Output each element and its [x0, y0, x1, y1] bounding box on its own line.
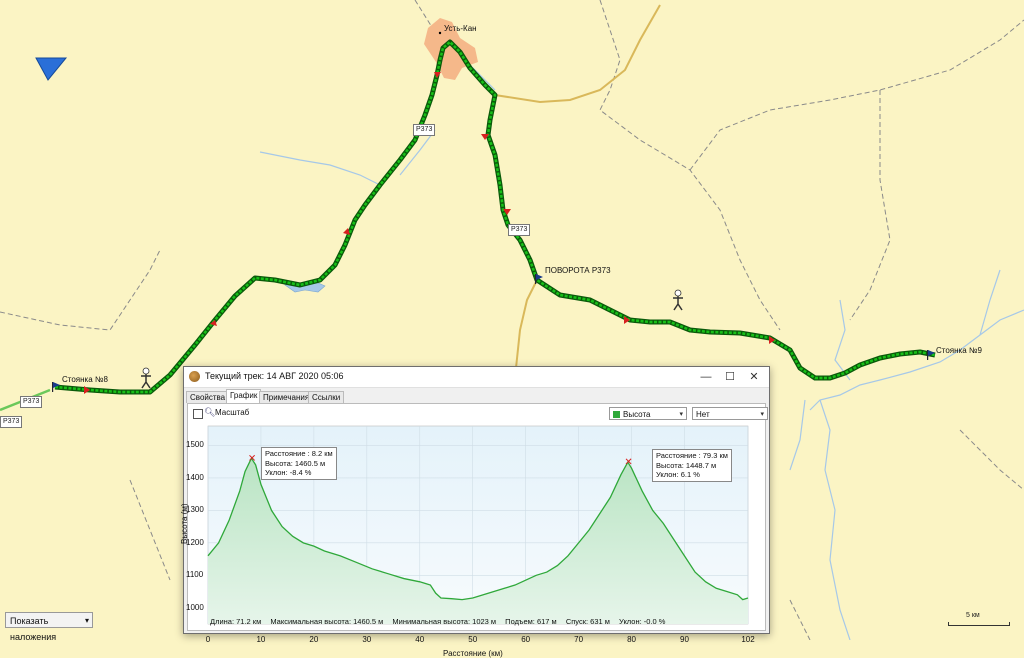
series-swatch [613, 411, 620, 418]
stat-min: Минимальная высота: 1023 м [392, 617, 497, 626]
elevation-area [208, 458, 748, 624]
dialog-title: Текущий трек: 14 АВГ 2020 05:06 [205, 371, 344, 381]
tab-links[interactable]: Ссылки [308, 391, 345, 403]
scale-checkbox[interactable] [193, 409, 203, 419]
callout-slope: Уклон: 6.1 % [656, 470, 700, 479]
dialog-titlebar[interactable]: Текущий трек: 14 АВГ 2020 05:06 — ☐ ✕ [184, 367, 769, 388]
show-overlays-dropdown[interactable]: Показать наложения ▾ [5, 612, 93, 642]
y-axis-title: Высота (м) [180, 503, 189, 544]
peak-callout-2: Расстояние : 79.3 км Высота: 1448.7 м Ук… [652, 449, 732, 482]
callout-elevation: Высота: 1460.5 м [265, 458, 326, 468]
scale-label: 5 км [966, 612, 980, 619]
graph-panel: 🔍︎ Масштаб Высота ▾ Нет ▾ ✕ ✕ 1000 1100 120… [180, 403, 768, 658]
series-dropdown[interactable]: Высота ▾ [609, 407, 687, 420]
waypoint-label[interactable]: ПОВОРОТА Р373 [545, 266, 611, 275]
show-overlays-label: Показать наложения [10, 616, 57, 642]
hiker-icon[interactable] [673, 289, 683, 311]
town-label: Усть-Кан [444, 24, 477, 33]
x-axis-title: Расстояние (км) [443, 649, 503, 658]
roads [494, 4, 661, 369]
waypoint-label[interactable]: Стоянка №9 [936, 346, 982, 355]
waypoint-label[interactable]: Стоянка №8 [62, 375, 108, 384]
road-shield: Р373 [20, 396, 43, 408]
y-tick-label: 1000 [186, 602, 204, 612]
flag-icon[interactable] [927, 350, 935, 360]
flag-icon[interactable] [535, 274, 543, 284]
direction-arrows [84, 72, 775, 394]
gps-track[interactable] [54, 39, 936, 395]
scale-line [948, 622, 1010, 626]
map-canvas[interactable] [0, 0, 1024, 640]
elevation-line [207, 456, 749, 601]
stat-max: Максимальная высота: 1460.5 м [270, 617, 384, 626]
tab-notes[interactable]: Примечания [259, 391, 314, 403]
callout-distance: Расстояние : 8.2 км [265, 449, 333, 458]
y-tick-label: 1400 [186, 472, 204, 482]
peak-marker-icon: ✕ [248, 453, 256, 464]
road-shield: Р373 [413, 124, 436, 136]
stat-length: Длина: 71.2 км [210, 617, 262, 626]
callout-slope: Уклон: -8.4 % [265, 468, 312, 477]
stat-slope: Уклон: -0.0 % [619, 617, 666, 626]
peak-marker-icon: ✕ [624, 457, 632, 468]
y-tick-label: 1500 [186, 440, 204, 450]
peak-callout-1: Расстояние : 8.2 км Высота: 1460.5 м Укл… [261, 447, 337, 480]
maximize-button[interactable]: ☐ [725, 371, 735, 383]
stat-descent: Спуск: 631 м [565, 617, 610, 626]
y-tick-label: 1200 [186, 537, 204, 547]
rivers [259, 54, 1024, 640]
road-shield: Р373 [0, 416, 23, 428]
secondary-dropdown-value: Нет [696, 410, 710, 419]
track-dialog: Текущий трек: 14 АВГ 2020 05:06 — ☐ ✕ Св… [180, 366, 770, 658]
scale-bar: 5 км [944, 612, 1014, 626]
tab-properties[interactable]: Свойства [186, 391, 230, 403]
hiker-icon[interactable] [141, 367, 151, 389]
stat-ascent: Подъем: 617 м [505, 617, 557, 626]
navigation-arrow-icon [35, 57, 68, 81]
y-tick-label: 1300 [186, 505, 204, 515]
chevron-down-icon: ▾ [679, 411, 683, 418]
admin-boundaries [0, 0, 1024, 640]
minimize-button[interactable]: — [700, 371, 712, 383]
road-shield: Р373 [508, 224, 531, 236]
y-tick-label: 1100 [186, 570, 204, 580]
tab-graph[interactable]: График [226, 389, 262, 403]
elevation-chart[interactable]: ✕ ✕ 1000 1100 1200 1300 1400 1500 Расстояние :… [186, 424, 765, 630]
chevron-down-icon: ▾ [760, 411, 764, 418]
close-button[interactable]: ✕ [749, 371, 759, 383]
track-stats: Длина: 71.2 км Максимальная высота: 1460… [210, 617, 672, 626]
secondary-dropdown[interactable]: Нет ▾ [692, 407, 768, 420]
magnifier-icon: 🔍︎ [204, 407, 216, 417]
scale-checkbox-label: Масштаб [215, 408, 250, 417]
callout-distance: Расстояние : 79.3 км [656, 451, 728, 460]
callout-elevation: Высота: 1448.7 м [656, 460, 717, 470]
chevron-down-icon: ▾ [84, 616, 89, 625]
series-dropdown-value: Высота [623, 410, 651, 419]
flag-icon[interactable] [52, 382, 60, 392]
app-icon [189, 371, 200, 382]
